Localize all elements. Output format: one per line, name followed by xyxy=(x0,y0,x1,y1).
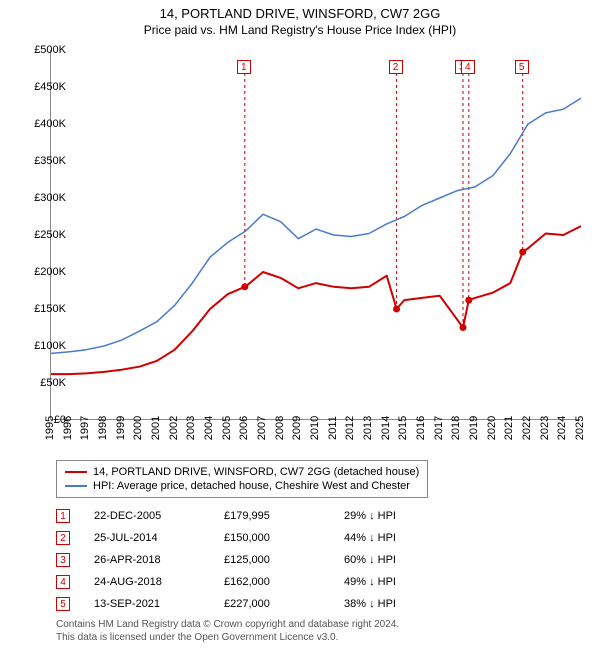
transaction-marker-icon: 5 xyxy=(56,597,70,611)
x-tick-label: 1997 xyxy=(79,416,91,440)
transaction-price: £162,000 xyxy=(224,576,344,588)
x-tick-label: 1996 xyxy=(62,416,74,440)
x-tick-label: 2014 xyxy=(380,416,392,440)
y-tick-label: £0 xyxy=(6,414,66,426)
footer-line: Contains HM Land Registry data © Crown c… xyxy=(56,618,399,631)
x-tick-label: 1998 xyxy=(97,416,109,440)
x-tick-label: 2003 xyxy=(185,416,197,440)
transactions-table: 1 22-DEC-2005 £179,995 29% ↓ HPI 2 25-JU… xyxy=(56,505,444,615)
legend-swatch-hpi xyxy=(65,485,87,487)
y-tick-label: £150K xyxy=(6,303,66,315)
chart-container: 14, PORTLAND DRIVE, WINSFORD, CW7 2GG Pr… xyxy=(0,0,600,650)
table-row: 5 13-SEP-2021 £227,000 38% ↓ HPI xyxy=(56,593,444,615)
x-tick-label: 2020 xyxy=(486,416,498,440)
x-tick-label: 2011 xyxy=(327,416,339,440)
x-tick-label: 2024 xyxy=(556,416,568,440)
chart-title: 14, PORTLAND DRIVE, WINSFORD, CW7 2GG xyxy=(0,0,600,23)
transaction-date: 13-SEP-2021 xyxy=(94,598,224,610)
transaction-price: £150,000 xyxy=(224,532,344,544)
x-tick-label: 1995 xyxy=(44,416,56,440)
footer-line: This data is licensed under the Open Gov… xyxy=(56,631,399,644)
transaction-diff: 38% ↓ HPI xyxy=(344,598,444,610)
transaction-marker-icon: 1 xyxy=(56,509,70,523)
x-tick-label: 2008 xyxy=(274,416,286,440)
transaction-price: £227,000 xyxy=(224,598,344,610)
transaction-price: £125,000 xyxy=(224,554,344,566)
x-tick-label: 2005 xyxy=(221,416,233,440)
sale-marker-icon: 4 xyxy=(461,60,475,74)
x-tick-label: 2002 xyxy=(168,416,180,440)
x-tick-label: 2025 xyxy=(574,416,586,440)
x-tick-label: 2017 xyxy=(433,416,445,440)
x-tick-label: 2015 xyxy=(397,416,409,440)
y-tick-label: £50K xyxy=(6,377,66,389)
legend-label-property: 14, PORTLAND DRIVE, WINSFORD, CW7 2GG (d… xyxy=(93,466,419,478)
y-tick-label: £500K xyxy=(6,44,66,56)
sale-marker-icon: 2 xyxy=(389,60,403,74)
x-tick-label: 2022 xyxy=(521,416,533,440)
legend-item-hpi: HPI: Average price, detached house, Ches… xyxy=(65,479,419,493)
x-tick-label: 2001 xyxy=(150,416,162,440)
x-tick-label: 2013 xyxy=(362,416,374,440)
x-tick-label: 2012 xyxy=(344,416,356,440)
sale-marker-icon: 1 xyxy=(237,60,251,74)
table-row: 1 22-DEC-2005 £179,995 29% ↓ HPI xyxy=(56,505,444,527)
footer-attribution: Contains HM Land Registry data © Crown c… xyxy=(56,618,399,644)
table-row: 4 24-AUG-2018 £162,000 49% ↓ HPI xyxy=(56,571,444,593)
x-tick-label: 2007 xyxy=(256,416,268,440)
transaction-marker-icon: 4 xyxy=(56,575,70,589)
legend-item-property: 14, PORTLAND DRIVE, WINSFORD, CW7 2GG (d… xyxy=(65,465,419,479)
legend: 14, PORTLAND DRIVE, WINSFORD, CW7 2GG (d… xyxy=(56,460,428,498)
y-tick-label: £450K xyxy=(6,81,66,93)
transaction-diff: 44% ↓ HPI xyxy=(344,532,444,544)
y-tick-label: £200K xyxy=(6,266,66,278)
x-tick-label: 2006 xyxy=(238,416,250,440)
table-row: 2 25-JUL-2014 £150,000 44% ↓ HPI xyxy=(56,527,444,549)
transaction-date: 22-DEC-2005 xyxy=(94,510,224,522)
transaction-diff: 60% ↓ HPI xyxy=(344,554,444,566)
chart-svg xyxy=(51,50,581,420)
y-tick-label: £100K xyxy=(6,340,66,352)
transaction-date: 24-AUG-2018 xyxy=(94,576,224,588)
x-tick-label: 2019 xyxy=(468,416,480,440)
x-tick-label: 2009 xyxy=(291,416,303,440)
transaction-date: 25-JUL-2014 xyxy=(94,532,224,544)
x-tick-label: 2000 xyxy=(132,416,144,440)
plot-area xyxy=(50,50,580,420)
transaction-diff: 49% ↓ HPI xyxy=(344,576,444,588)
transaction-diff: 29% ↓ HPI xyxy=(344,510,444,522)
transaction-date: 26-APR-2018 xyxy=(94,554,224,566)
table-row: 3 26-APR-2018 £125,000 60% ↓ HPI xyxy=(56,549,444,571)
x-tick-label: 2016 xyxy=(415,416,427,440)
x-tick-label: 2018 xyxy=(450,416,462,440)
x-tick-label: 2004 xyxy=(203,416,215,440)
y-tick-label: £400K xyxy=(6,118,66,130)
y-tick-label: £300K xyxy=(6,192,66,204)
transaction-price: £179,995 xyxy=(224,510,344,522)
transaction-marker-icon: 2 xyxy=(56,531,70,545)
sale-marker-icon: 5 xyxy=(515,60,529,74)
y-tick-label: £250K xyxy=(6,229,66,241)
x-tick-label: 2023 xyxy=(539,416,551,440)
chart-subtitle: Price paid vs. HM Land Registry's House … xyxy=(0,23,600,41)
x-tick-label: 2010 xyxy=(309,416,321,440)
legend-swatch-property xyxy=(65,471,87,473)
x-tick-label: 1999 xyxy=(115,416,127,440)
x-tick-label: 2021 xyxy=(503,416,515,440)
legend-label-hpi: HPI: Average price, detached house, Ches… xyxy=(93,480,410,492)
transaction-marker-icon: 3 xyxy=(56,553,70,567)
y-tick-label: £350K xyxy=(6,155,66,167)
